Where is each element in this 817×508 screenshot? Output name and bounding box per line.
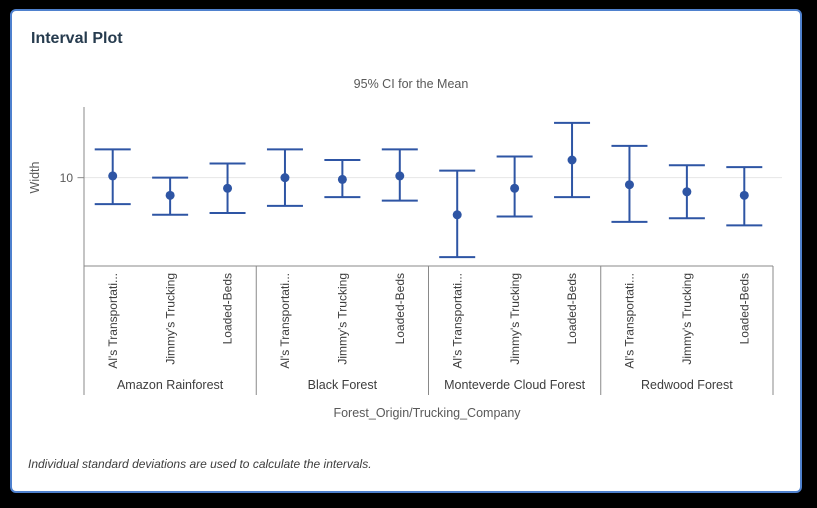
group-separators	[83, 266, 774, 395]
interval-marker[interactable]	[381, 148, 418, 202]
mean-point	[108, 171, 118, 181]
x-group-label: Redwood Forest	[641, 378, 733, 392]
interval-marker[interactable]	[496, 155, 533, 218]
interval-markers	[94, 121, 763, 259]
group-labels: Amazon Rainforest Black Forest Monteverde …	[117, 378, 733, 392]
x-category-label: Jimmy's Trucking	[508, 273, 522, 365]
interval-marker[interactable]	[209, 162, 246, 214]
y-axis-title: Width	[28, 161, 42, 193]
x-group-label: Black Forest	[308, 378, 378, 392]
page-title: Interval Plot	[31, 30, 123, 47]
interval-marker[interactable]	[324, 159, 361, 199]
interval-marker[interactable]	[726, 166, 763, 227]
interval-marker[interactable]	[152, 176, 189, 216]
interval-marker[interactable]	[94, 148, 131, 206]
x-category-label: Al's Transportati...	[450, 273, 464, 369]
graph-card[interactable]: Interval Plot 95% CI for the Mean 10 Wid…	[10, 9, 802, 493]
mean-point	[165, 190, 175, 200]
category-labels: Al's Transportati... Jimmy's Trucking Load…	[106, 273, 752, 369]
x-category-label: Al's Transportati...	[623, 273, 637, 369]
interval-marker[interactable]	[554, 121, 591, 199]
mean-point	[624, 180, 634, 190]
x-category-label: Loaded-Beds	[737, 273, 751, 344]
interval-marker[interactable]	[668, 164, 705, 220]
x-category-label: Jimmy's Trucking	[680, 273, 694, 365]
x-group-label: Monteverde Cloud Forest	[444, 378, 586, 392]
x-category-label: Jimmy's Trucking	[336, 273, 350, 365]
x-category-label: Loaded-Beds	[393, 273, 407, 344]
chart-subtitle: 95% CI for the Mean	[354, 77, 469, 91]
x-group-label: Amazon Rainforest	[117, 378, 224, 392]
mean-point	[395, 171, 405, 181]
mean-point	[223, 183, 233, 193]
y-tick-label: 10	[60, 171, 74, 185]
x-category-label: Loaded-Beds	[565, 273, 579, 344]
mean-point	[567, 155, 577, 165]
mean-point	[337, 174, 347, 184]
interval-marker[interactable]	[611, 144, 648, 223]
mean-point	[280, 173, 290, 183]
interval-marker[interactable]	[266, 148, 303, 207]
x-category-label: Al's Transportati...	[278, 273, 292, 369]
mean-point	[739, 190, 749, 200]
mean-point	[682, 187, 692, 197]
mean-point	[510, 183, 520, 193]
y-axis-ticks: 10	[60, 171, 84, 185]
x-axis-title: Forest_Origin/Trucking_Company	[333, 406, 521, 420]
x-category-label: Jimmy's Trucking	[163, 273, 177, 365]
interval-plot-chart[interactable]: 95% CI for the Mean 10 Width Al's Transp…	[12, 11, 800, 491]
chart-footnote: Individual standard deviations are used …	[28, 457, 372, 471]
x-category-label: Loaded-Beds	[221, 273, 235, 344]
interval-marker[interactable]	[439, 169, 476, 259]
mean-point	[452, 210, 462, 220]
x-category-label: Al's Transportati...	[106, 273, 120, 369]
